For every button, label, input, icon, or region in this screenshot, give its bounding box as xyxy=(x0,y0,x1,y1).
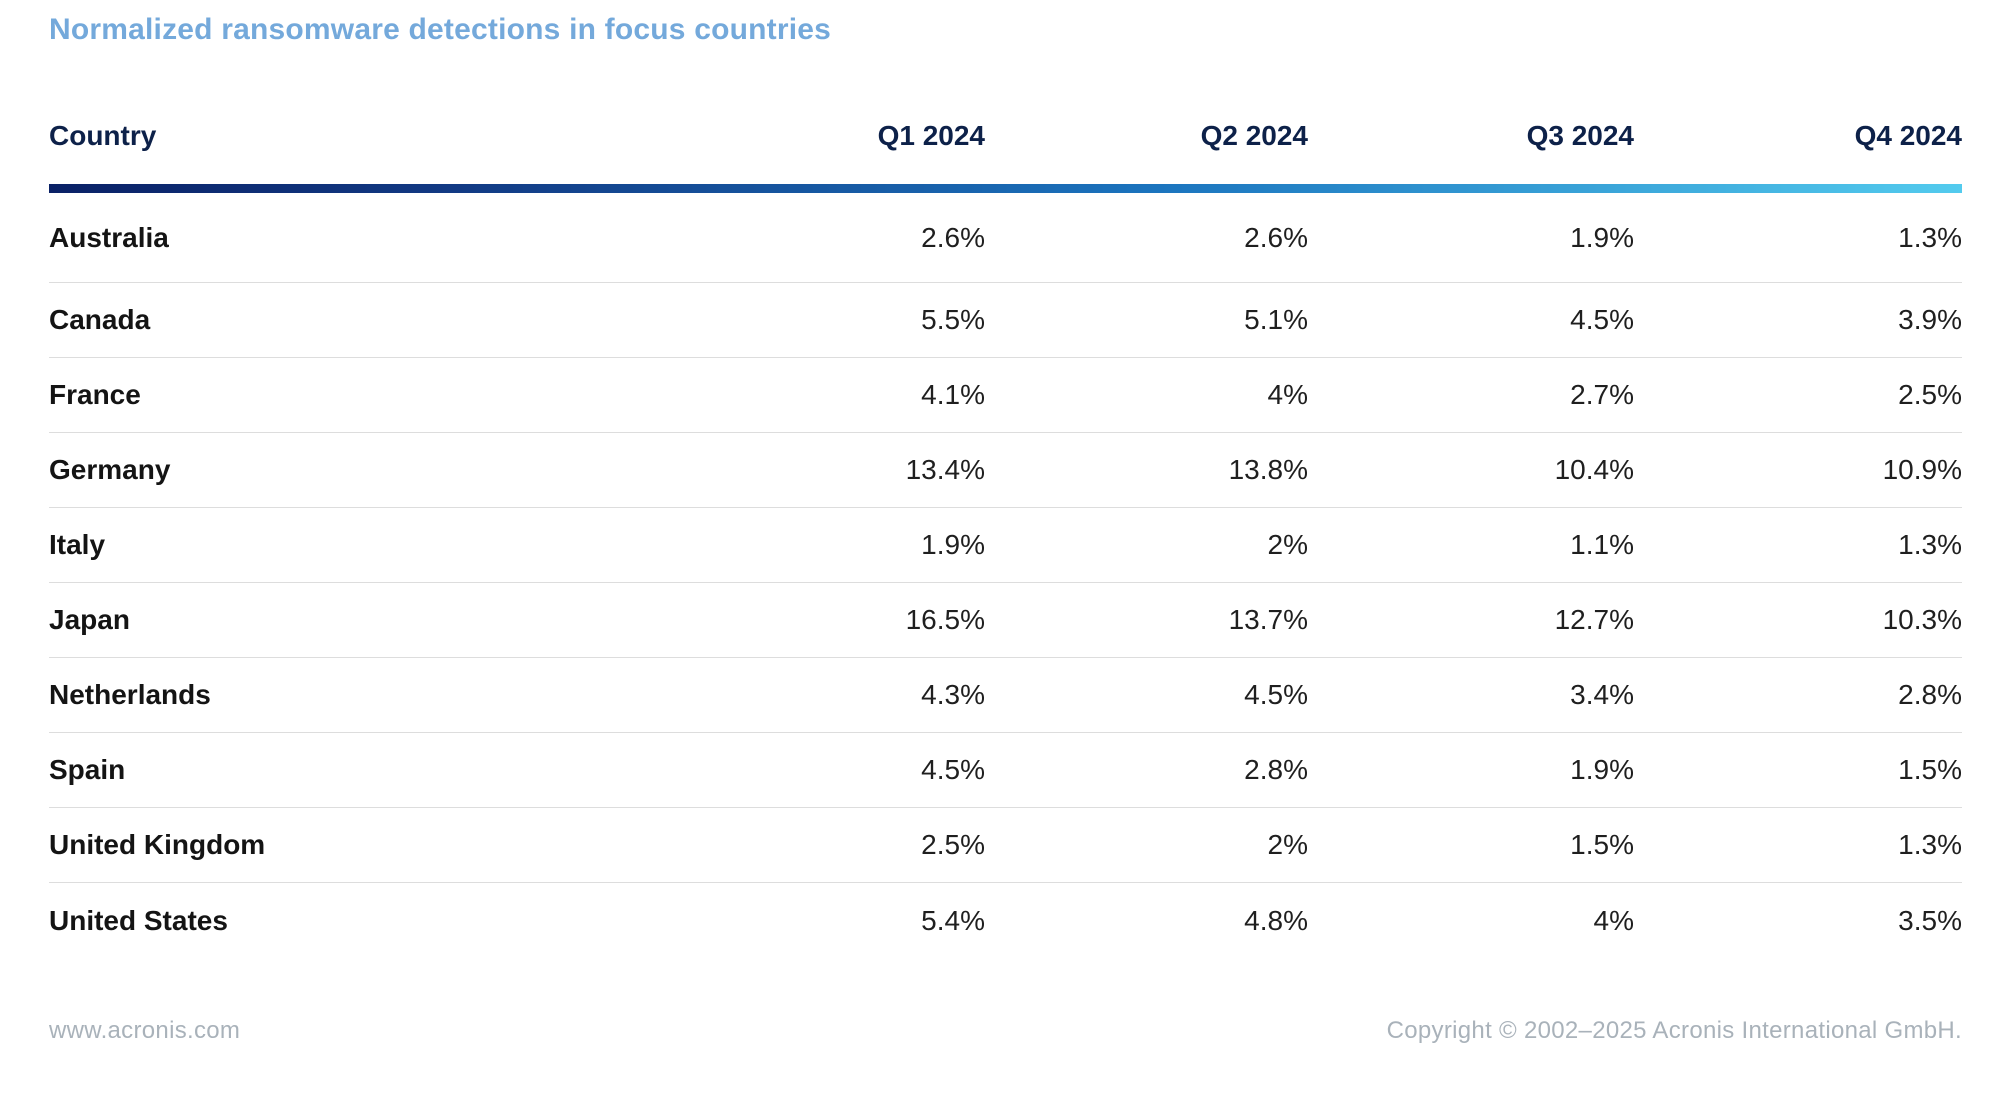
value-cell: 10.4% xyxy=(1554,454,1634,485)
header-gradient-divider xyxy=(49,184,1962,193)
value-cell: 1.9% xyxy=(1570,221,1634,253)
value-cell: 1.1% xyxy=(1570,529,1634,560)
value-cell: 10.3% xyxy=(1882,604,1962,635)
table-row: Japan 16.5% 13.7% 12.7% 10.3% xyxy=(49,583,1962,658)
value-cell: 16.5% xyxy=(905,604,985,635)
value-cell: 4.5% xyxy=(1570,304,1634,335)
value-cell: 1.9% xyxy=(1570,754,1634,785)
column-header-q1-2024: Q1 2024 xyxy=(877,120,985,151)
value-cell: 1.5% xyxy=(1898,754,1962,785)
value-cell: 4.3% xyxy=(921,679,985,710)
value-cell: 4% xyxy=(1593,904,1634,936)
column-header-q2-2024: Q2 2024 xyxy=(1200,120,1308,151)
page-title: Normalized ransomware detections in focu… xyxy=(49,13,832,46)
value-cell: 1.9% xyxy=(921,529,985,560)
value-cell: 4.5% xyxy=(1244,679,1308,710)
country-cell: Australia xyxy=(49,221,169,253)
country-cell: Netherlands xyxy=(49,679,211,710)
website-url: www.acronis.com xyxy=(49,1017,241,1044)
value-cell: 1.3% xyxy=(1898,221,1962,253)
value-cell: 5.5% xyxy=(921,304,985,335)
table-row: France 4.1% 4% 2.7% 2.5% xyxy=(49,358,1962,433)
table-row: Australia 2.6% 2.6% 1.9% 1.3% xyxy=(49,193,1962,283)
country-cell: Italy xyxy=(49,529,106,560)
country-cell: United Kingdom xyxy=(49,829,266,860)
value-cell: 1.5% xyxy=(1570,829,1634,860)
value-cell: 4% xyxy=(1267,379,1308,410)
value-cell: 2.8% xyxy=(1898,679,1962,710)
value-cell: 1.3% xyxy=(1898,829,1962,860)
value-cell: 5.4% xyxy=(921,904,985,936)
copyright-notice: Copyright © 2002–2025 Acronis Internatio… xyxy=(1386,1017,1962,1044)
table-body: Australia 2.6% 2.6% 1.9% 1.3% Canada 5.5… xyxy=(49,193,1962,958)
table-row: Canada 5.5% 5.1% 4.5% 3.9% xyxy=(49,283,1962,358)
value-cell: 2.6% xyxy=(1244,221,1308,253)
table-row: United Kingdom 2.5% 2% 1.5% 1.3% xyxy=(49,808,1962,883)
table-row: Germany 13.4% 13.8% 10.4% 10.9% xyxy=(49,433,1962,508)
column-header-q3-2024: Q3 2024 xyxy=(1526,120,1634,151)
value-cell: 13.4% xyxy=(905,454,985,485)
table-row: United States 5.4% 4.8% 4% 3.5% xyxy=(49,883,1962,958)
value-cell: 12.7% xyxy=(1554,604,1634,635)
table-header-row: Country Q1 2024 Q2 2024 Q3 2024 Q4 2024 xyxy=(49,116,1962,156)
value-cell: 5.1% xyxy=(1244,304,1308,335)
value-cell: 1.3% xyxy=(1898,529,1962,560)
value-cell: 13.7% xyxy=(1228,604,1308,635)
value-cell: 2.5% xyxy=(1898,379,1962,410)
country-cell: Germany xyxy=(49,454,171,485)
column-header-country: Country xyxy=(49,120,157,151)
table-row: Netherlands 4.3% 4.5% 3.4% 2.8% xyxy=(49,658,1962,733)
value-cell: 3.5% xyxy=(1898,904,1962,936)
value-cell: 2% xyxy=(1267,829,1308,860)
page-footer: www.acronis.com Copyright © 2002–2025 Ac… xyxy=(49,1016,1962,1046)
country-cell: Spain xyxy=(49,754,126,785)
country-cell: France xyxy=(49,379,141,410)
value-cell: 4.1% xyxy=(921,379,985,410)
report-figure: Normalized ransomware detections in focu… xyxy=(0,14,2009,1046)
column-header-q4-2024: Q4 2024 xyxy=(1854,120,1962,151)
value-cell: 2.7% xyxy=(1570,379,1634,410)
country-cell: United States xyxy=(49,904,228,936)
value-cell: 10.9% xyxy=(1882,454,1962,485)
value-cell: 2.5% xyxy=(921,829,985,860)
table-row: Spain 4.5% 2.8% 1.9% 1.5% xyxy=(49,733,1962,808)
value-cell: 2.6% xyxy=(921,221,985,253)
country-cell: Canada xyxy=(49,304,151,335)
country-cell: Japan xyxy=(49,604,130,635)
value-cell: 4.8% xyxy=(1244,904,1308,936)
value-cell: 3.9% xyxy=(1898,304,1962,335)
table-row: Italy 1.9% 2% 1.1% 1.3% xyxy=(49,508,1962,583)
value-cell: 4.5% xyxy=(921,754,985,785)
value-cell: 13.8% xyxy=(1228,454,1308,485)
value-cell: 2% xyxy=(1267,529,1308,560)
value-cell: 2.8% xyxy=(1244,754,1308,785)
value-cell: 3.4% xyxy=(1570,679,1634,710)
